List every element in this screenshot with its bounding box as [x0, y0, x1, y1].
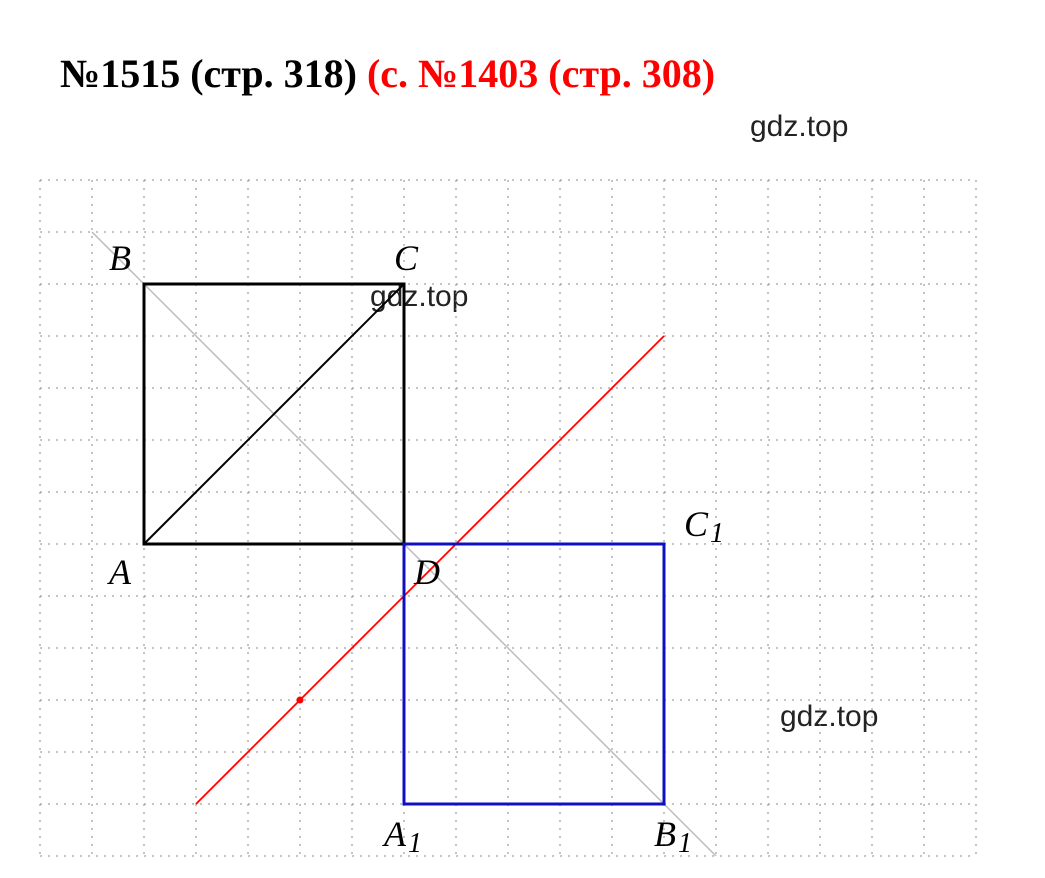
point-label-A: A	[107, 552, 132, 592]
title-main: №1515 (стр. 318)	[60, 51, 367, 96]
point-label-C1: C1	[684, 504, 724, 549]
point-label-D: D	[413, 552, 440, 592]
point-label-B1: B1	[654, 814, 692, 859]
title-alt: (с. №1403 (стр. 308)	[367, 51, 715, 96]
point-label-C: C	[394, 238, 419, 278]
watermark-1: gdz.top	[750, 110, 848, 144]
point-label-B: B	[109, 238, 131, 278]
geometry-svg: A B C D C1 A1 B1	[30, 170, 990, 870]
geometry-figure: A B C D C1 A1 B1	[30, 170, 990, 875]
page-title: №1515 (стр. 318) (с. №1403 (стр. 308)	[60, 50, 715, 97]
point-label-A1: A1	[382, 814, 422, 859]
red-dot	[297, 697, 304, 704]
